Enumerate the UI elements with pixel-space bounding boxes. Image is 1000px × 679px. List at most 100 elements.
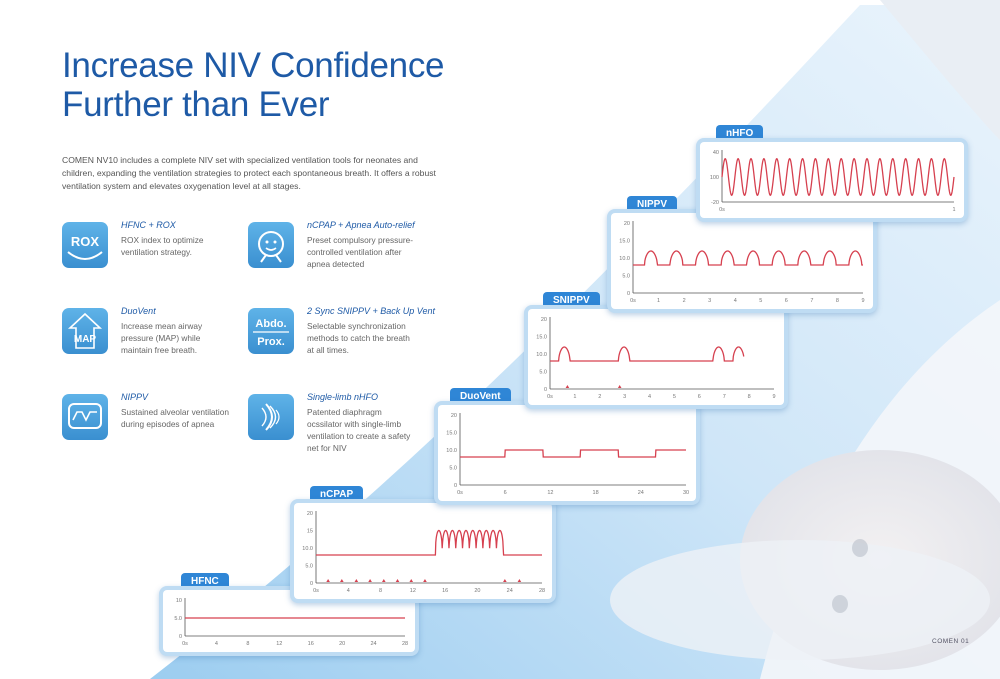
feature-desc: Patented diaphragm ocssilator with singl…: [307, 407, 411, 453]
trigger-marker: [409, 579, 414, 582]
x-tick-label: 6: [785, 298, 788, 304]
trigger-marker: [565, 385, 570, 388]
x-tick-label: 8: [748, 394, 751, 400]
x-tick-label: 4: [648, 394, 651, 400]
abdo-icon-text: Abdo.: [255, 318, 286, 330]
x-tick-label: 9: [861, 298, 864, 304]
x-tick-label: 12: [410, 588, 416, 594]
chart-card-snippv: 20 15.0 10.0 5.0 0 0s 1 2 3 4 5 6 7 8 9: [528, 309, 784, 405]
chart-card-hfnc: 10 5.0 0 0s 4 8 12 16 20 24 28: [163, 590, 415, 652]
x-tick-label: 8: [246, 641, 249, 647]
feature-desc: ROX index to optimize ventilation strate…: [121, 235, 204, 257]
x-tick-label: 28: [539, 588, 545, 594]
prox-icon-text: Prox.: [257, 336, 285, 348]
trigger-marker: [517, 579, 522, 582]
y-tick-label: 10.0: [619, 256, 630, 262]
intro-text: COMEN NV10 includes a complete NIV set w…: [62, 155, 436, 191]
x-tick-label: 24: [371, 641, 377, 647]
y-tick-label: 5.0: [539, 370, 547, 376]
x-tick-label: 0s: [313, 588, 319, 594]
chart-card-nhfo: 40 100 -20 0s 1: [700, 142, 964, 218]
trigger-marker: [423, 579, 427, 582]
map-icon-text: MAP: [74, 334, 97, 345]
x-tick-label: 1: [657, 298, 660, 304]
feature-name: HFNC + ROX: [121, 220, 176, 230]
x-tick-label: 0s: [630, 298, 636, 304]
chart-nippv: 20 15.0 10.0 5.0 00s 1 2 3 4 5 6 7 8 9: [619, 221, 865, 304]
x-tick-label: 30: [683, 490, 689, 496]
y-tick-label: 5.0: [305, 564, 313, 570]
tab-hfnc: HFNC: [181, 573, 229, 590]
wave-screen-icon: [62, 394, 108, 440]
x-tick-label: 5: [673, 394, 676, 400]
rox-icon-text: ROX: [71, 234, 100, 249]
y-tick-label: 0: [544, 387, 547, 393]
tab-ncpap: nCPAP: [310, 486, 364, 503]
chart-ncpap: 20 15 10.0 5.0 00s 4 8 12 16 20 24 28: [302, 511, 545, 594]
y-tick-label: 20: [541, 317, 547, 323]
oscillator-icon: [248, 394, 294, 440]
x-tick-label: 28: [402, 641, 408, 647]
title-line-2: Further than Ever: [62, 85, 330, 124]
y-tick-label: 40: [713, 150, 719, 156]
waveform-line: [633, 250, 863, 266]
y-tick-label: 15.0: [446, 431, 457, 437]
x-tick-label: 4: [215, 641, 218, 647]
x-tick-label: 8: [836, 298, 839, 304]
trigger-marker: [354, 579, 359, 582]
trigger-marker: [326, 579, 330, 582]
x-tick-label: 0s: [719, 207, 725, 213]
y-tick-label: 100: [710, 175, 719, 181]
baby-face-icon: [248, 222, 294, 268]
trigger-marker: [395, 579, 400, 582]
x-tick-label: 1: [573, 394, 576, 400]
x-tick-label: 3: [623, 394, 626, 400]
y-tick-label: -20: [711, 200, 719, 206]
feature-name: Single-limb nHFO: [307, 392, 379, 402]
chart-snippv: 20 15.0 10.0 5.0 00s 1 2 3 4 5 6 7 8 9: [536, 317, 776, 400]
y-tick-label: 20: [451, 413, 457, 419]
waveform-line: [316, 529, 542, 556]
x-tick-label: 20: [474, 588, 480, 594]
x-tick-label: 1: [952, 207, 955, 213]
y-tick-label: 20: [307, 511, 313, 517]
abdo-prox-icon: Abdo. Prox.: [248, 308, 294, 354]
trigger-marker: [617, 385, 622, 388]
chart-card-nippv: 20 15.0 10.0 5.0 0 0s 1 2 3 4 5 6 7 8 9: [611, 213, 873, 309]
x-tick-label: 24: [507, 588, 513, 594]
chart-hfnc: 10 5.0 00s 4 8 12 16 20 24 28: [174, 598, 408, 647]
trigger-marker: [340, 579, 344, 582]
x-tick-label: 18: [593, 490, 599, 496]
x-tick-label: 7: [723, 394, 726, 400]
x-tick-label: 7: [810, 298, 813, 304]
y-tick-label: 5.0: [174, 616, 182, 622]
waveform-line: [460, 449, 686, 458]
x-tick-label: 5: [759, 298, 762, 304]
x-tick-label: 24: [638, 490, 644, 496]
x-tick-label: 6: [698, 394, 701, 400]
feature-desc: Selectable synchronization methods to ca…: [307, 321, 410, 355]
x-tick-label: 3: [708, 298, 711, 304]
y-tick-label: 10.0: [302, 546, 313, 552]
trigger-marker: [382, 579, 386, 582]
x-tick-label: 0s: [182, 641, 188, 647]
chart-card-ncpap: 20 15 10.0 5.0 0 0s 4 8 12 16 20 24 28: [294, 503, 552, 599]
y-tick-label: 15: [307, 529, 313, 535]
y-tick-label: 0: [310, 581, 313, 587]
chart-duovent: 20 15.0 10.0 5.0 00s 6 12 18 24 30: [446, 413, 689, 496]
tab-nhfo: nHFO: [716, 125, 764, 142]
x-tick-label: 4: [734, 298, 737, 304]
y-tick-label: 15.0: [536, 335, 547, 341]
x-tick-label: 0s: [547, 394, 553, 400]
waveform-line: [550, 346, 745, 362]
feature-name: NIPPV: [121, 392, 149, 402]
y-tick-label: 10: [176, 598, 182, 604]
feature-name: DuoVent: [121, 306, 156, 316]
x-tick-label: 2: [683, 298, 686, 304]
tab-snippv: SNIPPV: [543, 292, 600, 309]
y-tick-label: 0: [454, 483, 457, 489]
tab-duovent: DuoVent: [450, 388, 511, 405]
y-tick-label: 0: [627, 291, 630, 297]
x-tick-label: 16: [442, 588, 448, 594]
brand-logo: COMEN 01: [932, 638, 970, 645]
